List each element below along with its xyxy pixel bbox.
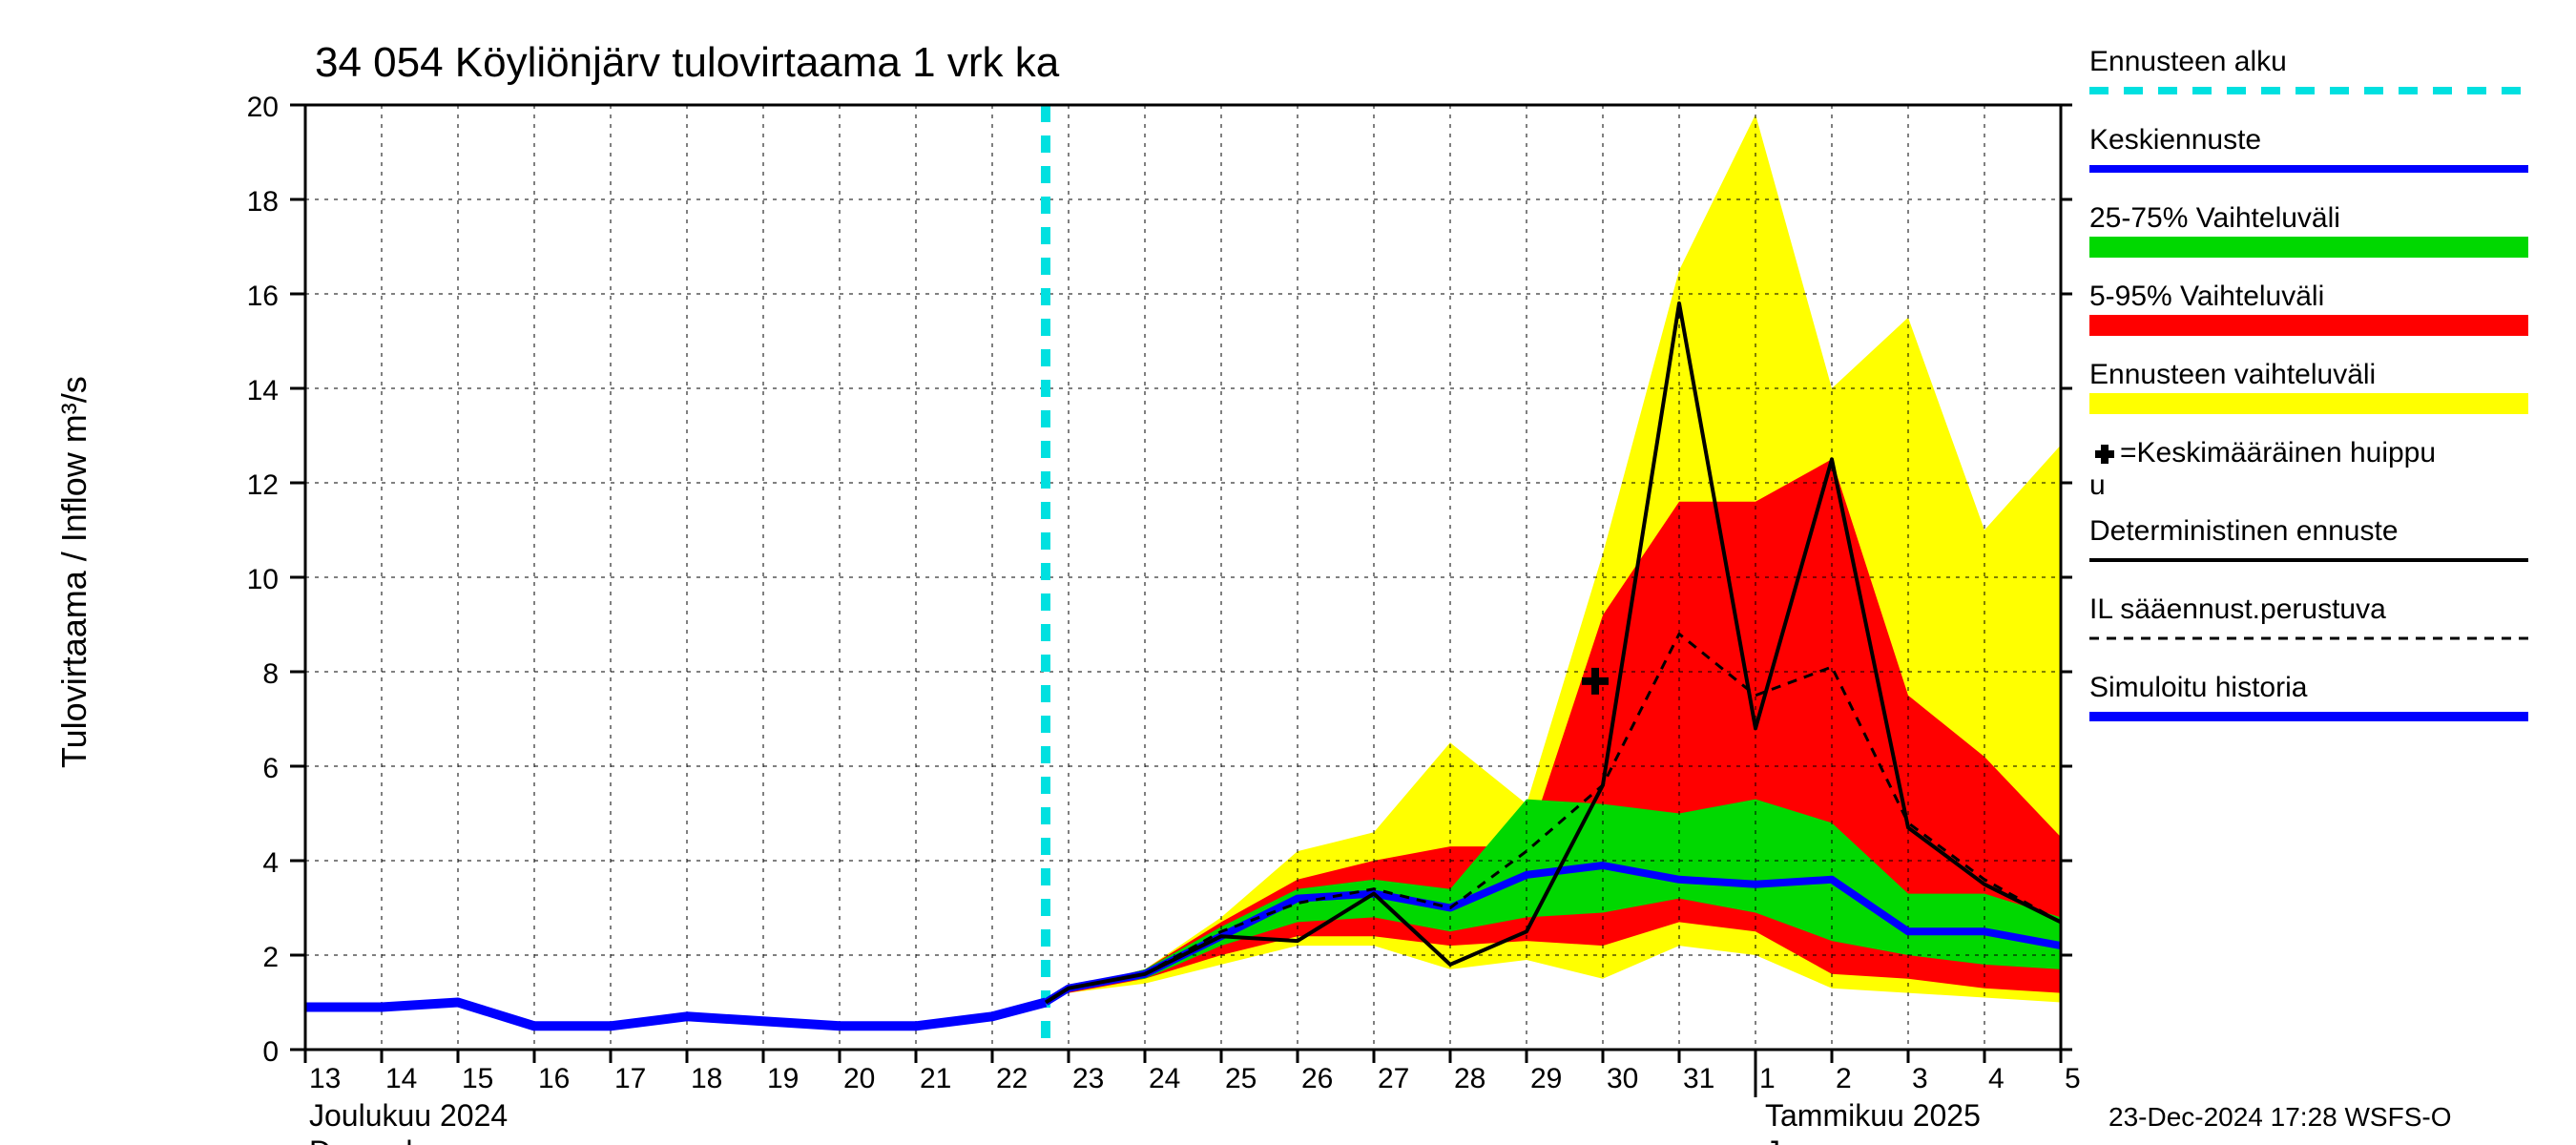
ytick-label: 8: [262, 658, 279, 690]
xtick-label: 5: [2065, 1063, 2081, 1094]
xtick-label: 20: [843, 1063, 875, 1094]
legend-label-cont: u: [2089, 469, 2106, 501]
ytick-label: 0: [262, 1036, 279, 1068]
legend-label: Keskiennuste: [2089, 124, 2261, 156]
month1-fi: Joulukuu 2024: [309, 1098, 508, 1133]
xtick-label: 30: [1607, 1063, 1638, 1094]
legend-label: Ennusteen alku: [2089, 46, 2287, 77]
legend-label: 25-75% Vaihteluväli: [2089, 202, 2340, 234]
xtick-label: 15: [462, 1063, 493, 1094]
xtick-label: 13: [309, 1063, 341, 1094]
xtick-label: 1: [1759, 1063, 1776, 1094]
xtick-label: 31: [1683, 1063, 1714, 1094]
xtick-label: 26: [1301, 1063, 1333, 1094]
chart-container: 0246810121416182013141516171819202122232…: [0, 0, 2576, 1145]
month2-en: January: [1765, 1135, 1874, 1145]
xtick-label: 14: [385, 1063, 417, 1094]
xtick-label: 27: [1378, 1063, 1409, 1094]
xtick-label: 18: [691, 1063, 722, 1094]
legend-swatch: [2089, 237, 2528, 258]
xtick-label: 28: [1454, 1063, 1485, 1094]
chart-title: 34 054 Köyliönjärv tulovirtaama 1 vrk ka: [315, 39, 1060, 86]
ytick-label: 2: [262, 942, 279, 973]
legend-label: =Keskimääräinen huippu: [2120, 437, 2436, 468]
xtick-label: 16: [538, 1063, 570, 1094]
ytick-label: 18: [247, 186, 279, 218]
xtick-label: 3: [1912, 1063, 1928, 1094]
ytick-label: 6: [262, 753, 279, 784]
xtick-label: 2: [1836, 1063, 1852, 1094]
xtick-label: 21: [920, 1063, 951, 1094]
ytick-label: 4: [262, 847, 279, 879]
ytick-label: 12: [247, 469, 279, 501]
legend-swatch: [2089, 393, 2528, 414]
xtick-label: 22: [996, 1063, 1028, 1094]
xtick-label: 4: [1988, 1063, 2005, 1094]
footer-timestamp: 23-Dec-2024 17:28 WSFS-O: [2109, 1102, 2452, 1132]
xtick-label: 19: [767, 1063, 799, 1094]
xtick-label: 25: [1225, 1063, 1257, 1094]
legend-label: Deterministinen ennuste: [2089, 515, 2399, 547]
xtick-label: 23: [1072, 1063, 1104, 1094]
month2-fi: Tammikuu 2025: [1765, 1098, 1981, 1133]
y-axis-label: Tulovirtaama / Inflow m³/s: [54, 376, 93, 768]
legend-swatch: [2089, 315, 2528, 336]
ytick-label: 10: [247, 564, 279, 595]
ytick-label: 16: [247, 281, 279, 312]
month1-en: December: [309, 1135, 450, 1145]
xtick-label: 29: [1530, 1063, 1562, 1094]
legend-label: Simuloitu historia: [2089, 672, 2308, 703]
legend-label: IL sääennust.perustuva: [2089, 593, 2386, 625]
legend-label: Ennusteen vaihteluväli: [2089, 359, 2376, 390]
inflow-forecast-chart: 0246810121416182013141516171819202122232…: [0, 0, 2576, 1145]
xtick-label: 24: [1149, 1063, 1180, 1094]
ytick-label: 20: [247, 92, 279, 123]
xtick-label: 17: [614, 1063, 646, 1094]
legend-label: 5-95% Vaihteluväli: [2089, 281, 2324, 312]
ytick-label: 14: [247, 375, 279, 406]
